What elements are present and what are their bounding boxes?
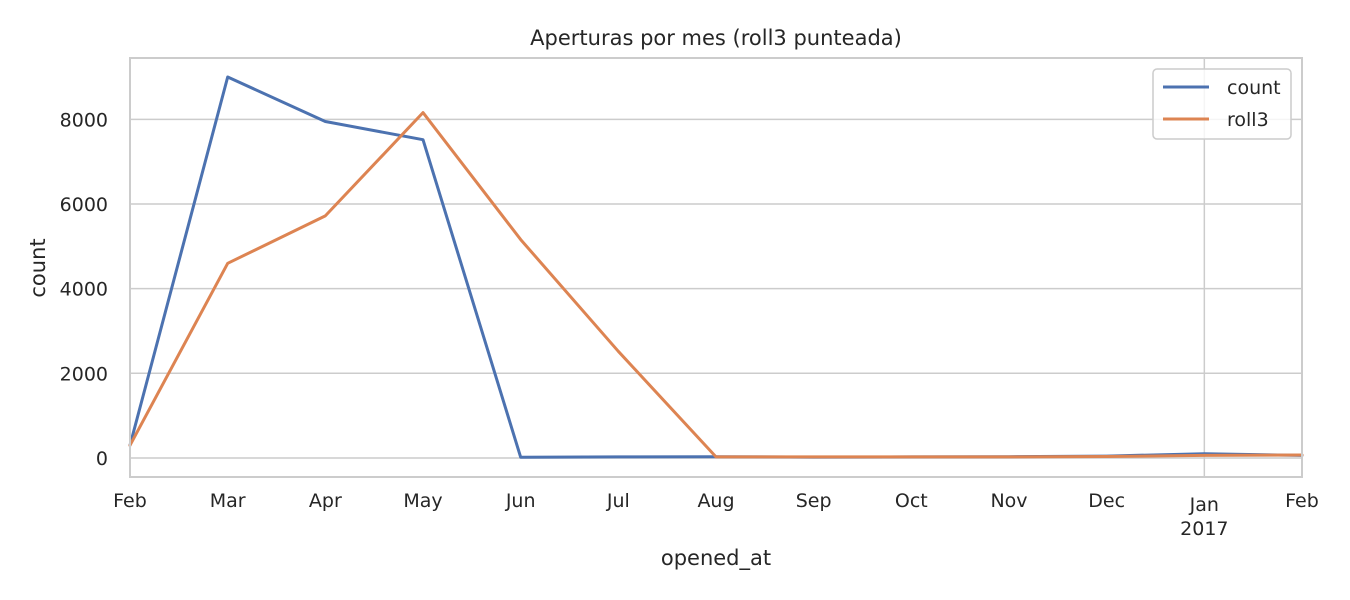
x-axis-title: opened_at <box>661 546 771 571</box>
x-tick-label: Nov <box>990 490 1027 512</box>
x-tick-label: Jul <box>606 490 630 512</box>
y-tick-label: 4000 <box>60 279 108 301</box>
y-tick-label: 2000 <box>60 363 108 385</box>
x-tick-label: Oct <box>895 490 928 512</box>
x-tick-label: Apr <box>309 490 342 512</box>
x-tick-label: Aug <box>697 490 734 512</box>
series-lines <box>128 75 1304 459</box>
plot-frame <box>129 57 1303 478</box>
legend-label-count: count <box>1227 77 1281 99</box>
x-tick-label: Dec <box>1088 490 1125 512</box>
series-line-roll3 <box>128 111 1304 459</box>
x-tick-label: Jun <box>505 490 536 512</box>
y-tick-label: 6000 <box>60 194 108 216</box>
chart-title: Aperturas por mes (roll3 punteada) <box>530 26 902 50</box>
x-tick-label: Sep <box>796 490 832 512</box>
grid-lines <box>130 58 1302 477</box>
y-tick-label: 8000 <box>60 109 108 131</box>
legend: count roll3 <box>1152 68 1292 140</box>
x-tick-label: Feb <box>1285 490 1319 512</box>
y-tick-label: 0 <box>96 448 108 470</box>
x-tick-labels: Feb Mar Apr May Jun Jul Aug Sep Oct Nov Dec Jan2017… <box>113 490 1319 540</box>
legend-label-roll3: roll3 <box>1227 109 1269 131</box>
x-tick-sublabel: 2017 <box>1180 518 1228 540</box>
x-tick-label: Jan <box>1189 494 1219 516</box>
x-tick-label: May <box>403 490 442 512</box>
y-axis-title: count <box>26 238 50 297</box>
x-tick-label: Mar <box>210 490 246 512</box>
y-tick-labels: 0 2000 4000 6000 8000 <box>60 109 108 470</box>
series-line-count <box>128 75 1304 459</box>
x-tick-label: Feb <box>113 490 147 512</box>
